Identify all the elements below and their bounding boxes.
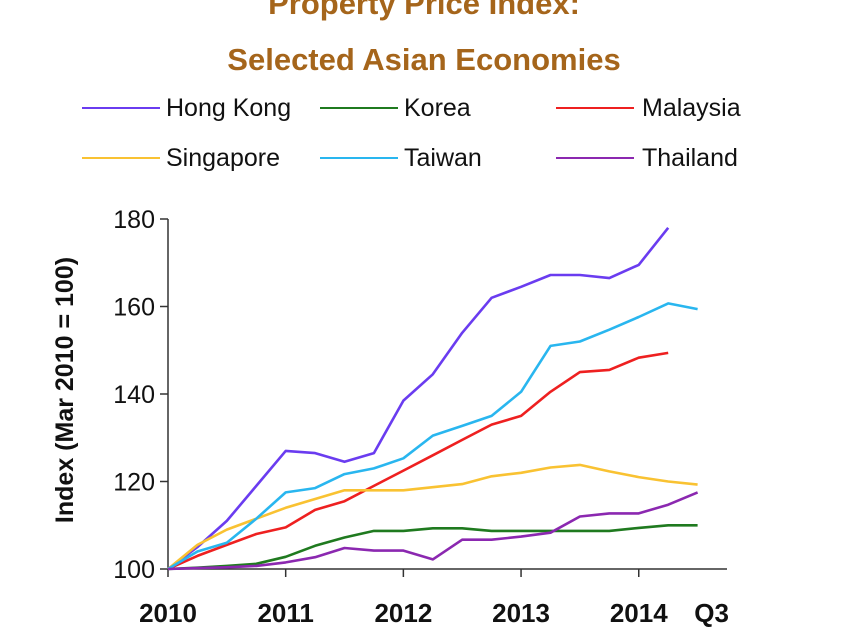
chart-subtitle: Selected Asian Economies — [227, 42, 621, 77]
series-line-singapore — [167, 463, 698, 571]
legend-label: Hong Kong — [166, 94, 292, 122]
series-line-malaysia — [167, 351, 669, 571]
legend-swatch — [556, 157, 634, 159]
legend-swatch — [82, 157, 160, 159]
series-lines — [167, 226, 699, 571]
legend-swatch — [556, 107, 634, 109]
legend-swatch — [82, 107, 160, 109]
legend-label: Thailand — [642, 144, 738, 172]
y-axis-label: Index (Mar 2010 = 100) — [51, 257, 79, 523]
x-tick-label: 2011 — [257, 598, 313, 628]
x-tick-label: 2012 — [374, 598, 432, 628]
y-tick-label: 100 — [113, 556, 155, 584]
y-tick-label: 160 — [113, 294, 155, 322]
legend-label: Korea — [404, 94, 471, 122]
tick-labels: 100 120 140 160 180 2010 2011 2012 2013 2014 Q3 — [113, 206, 729, 628]
x-tick-label: Q3 — [694, 598, 729, 628]
y-tick-label: 180 — [113, 206, 155, 234]
legend-label: Singapore — [166, 144, 280, 172]
x-tick-label: 2014 — [610, 598, 668, 628]
series-line-hong-kong — [167, 226, 670, 571]
series-line-taiwan — [167, 302, 698, 571]
series-line-thailand — [167, 491, 699, 571]
series-line-korea — [167, 523, 698, 571]
y-tick-label: 120 — [113, 469, 155, 497]
chart-title: Property Price Index: — [268, 0, 580, 21]
x-tick-label: 2013 — [492, 598, 550, 628]
legend-swatch — [320, 157, 398, 159]
y-tick-label: 140 — [113, 381, 155, 409]
legend-swatch — [320, 107, 398, 109]
x-tick-label: 2010 — [139, 598, 197, 628]
axes — [160, 218, 727, 577]
legend-label: Taiwan — [404, 144, 482, 172]
legend-label: Malaysia — [642, 94, 741, 122]
